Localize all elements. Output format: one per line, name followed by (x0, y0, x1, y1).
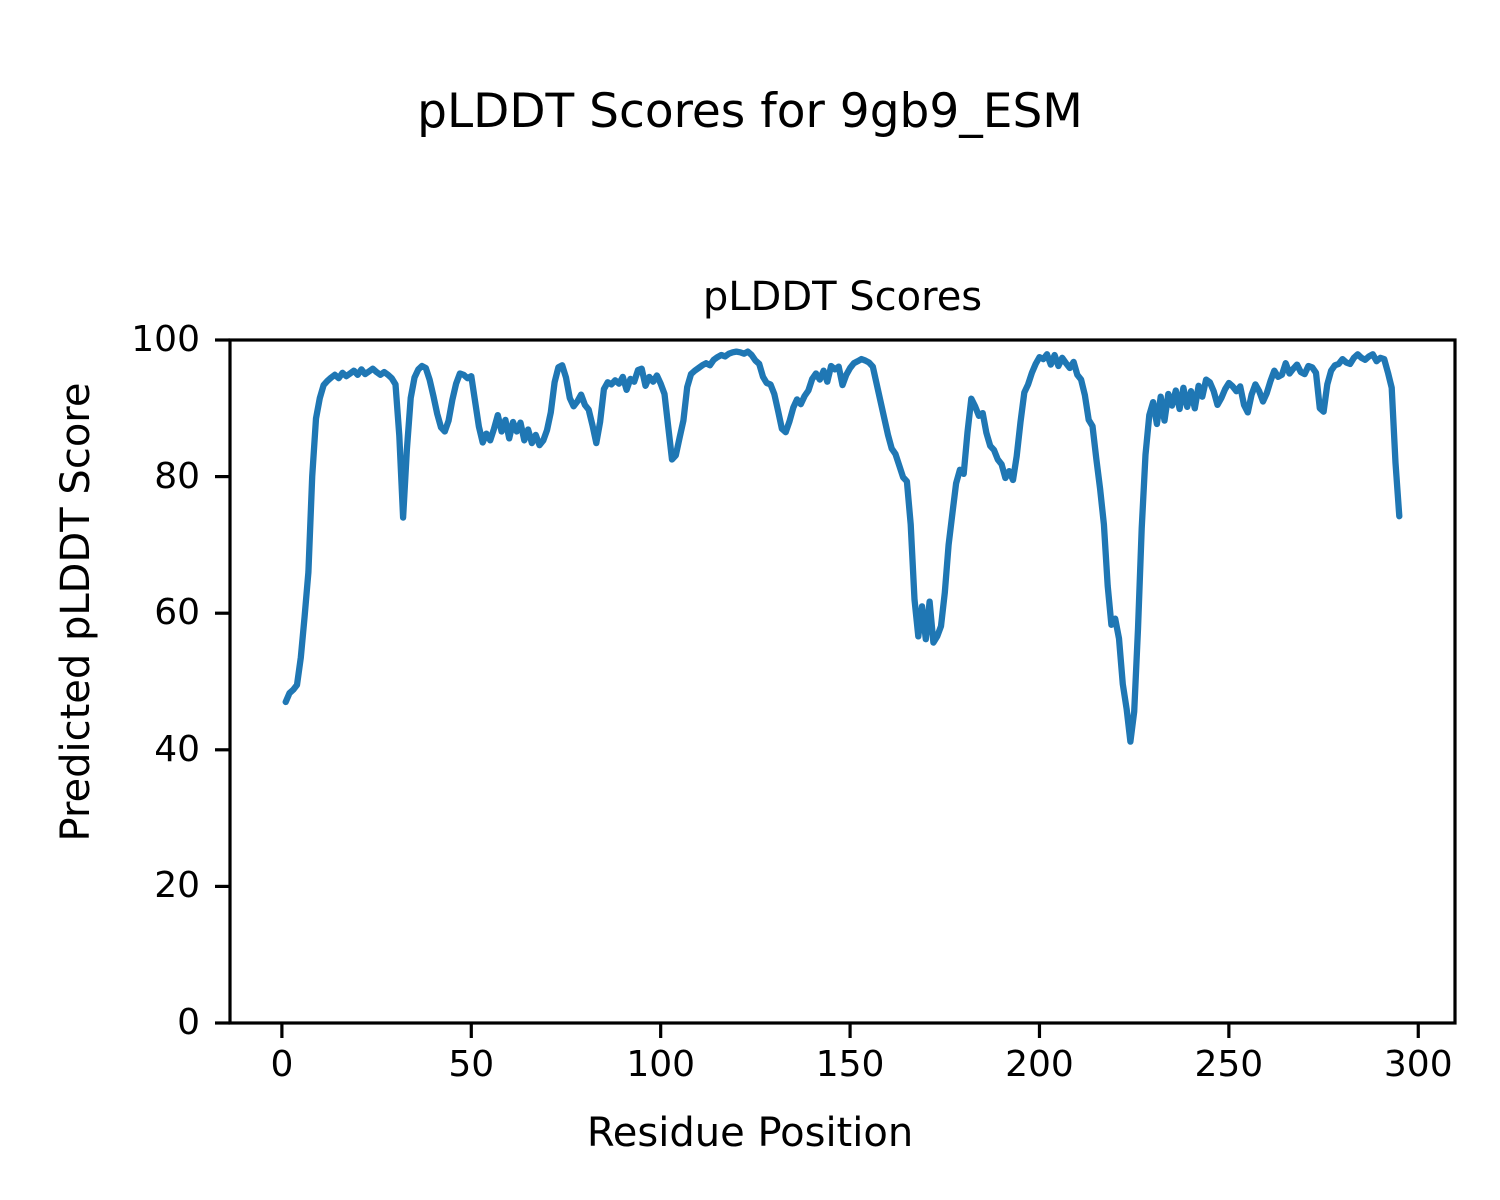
x-axis-label: Residue Position (586, 1110, 914, 1156)
y-tick-label: 60 (154, 592, 200, 634)
x-tick-label: 300 (1383, 1044, 1453, 1085)
axes-title: pLDDT Scores (702, 274, 983, 320)
x-tick-label: 250 (1194, 1044, 1264, 1085)
y-tick-label: 0 (177, 1002, 200, 1043)
x-tick-label: 0 (270, 1044, 294, 1085)
y-tick-label: 40 (154, 728, 200, 770)
figure-title: pLDDT Scores for 9gb9_ESM (417, 84, 1083, 139)
plddt-line (282, 348, 1403, 745)
y-tick-label: 100 (131, 319, 200, 360)
y-tick-label: 20 (154, 865, 200, 907)
axes-spines (228, 338, 1457, 1025)
y-tick-label: 80 (154, 455, 200, 497)
x-tick-label: 50 (448, 1044, 495, 1085)
x-tick-label: 150 (815, 1044, 885, 1085)
x-tick-label: 100 (626, 1044, 696, 1085)
x-tick-label: 200 (1005, 1044, 1074, 1085)
